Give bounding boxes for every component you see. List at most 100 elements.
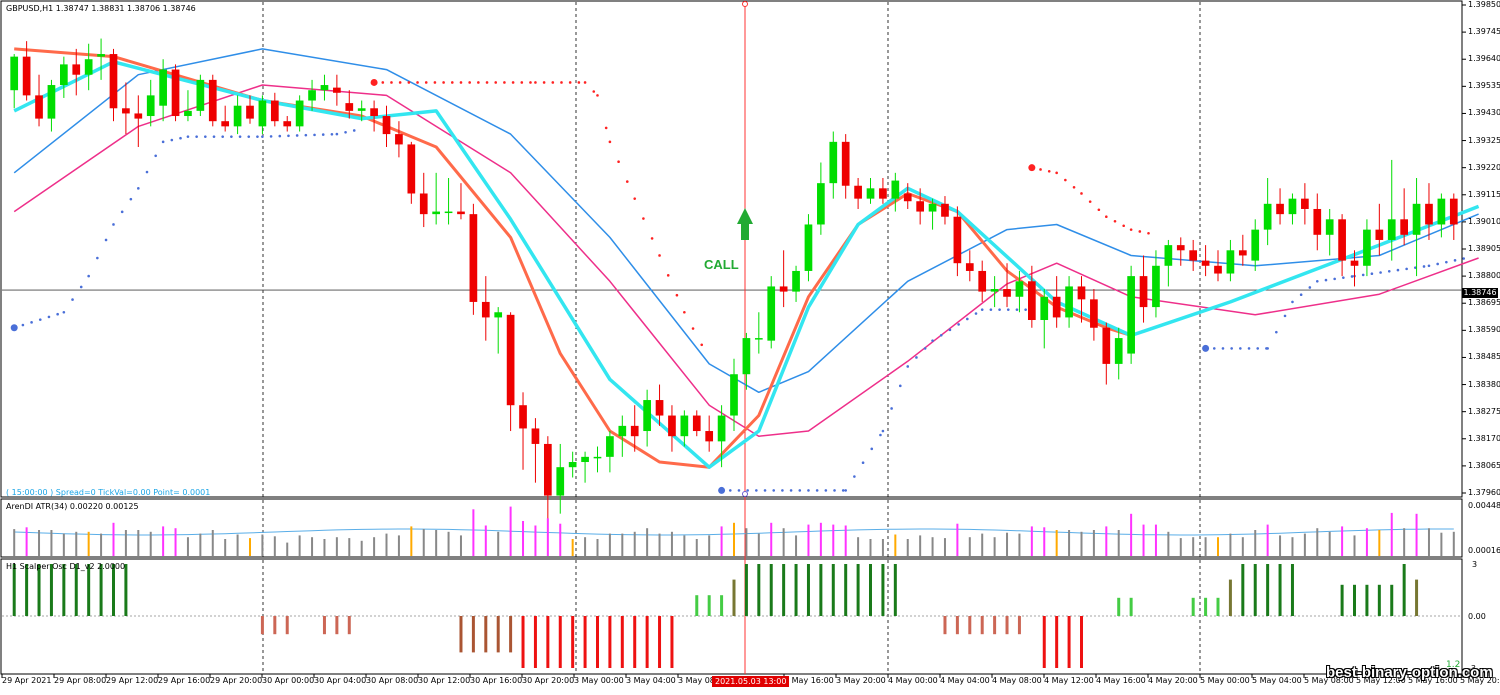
sar-blue-dot bbox=[129, 197, 133, 201]
candle-body bbox=[1226, 250, 1235, 274]
sar-blue-dot bbox=[881, 429, 885, 433]
atr-level-low: 0.00016 bbox=[1468, 546, 1500, 555]
candle-body bbox=[1375, 229, 1384, 240]
chart-header: GBPUSD,H1 1.38747 1.38831 1.38706 1.3874… bbox=[6, 4, 196, 13]
candle-body bbox=[72, 64, 81, 75]
sar-blue-dot bbox=[789, 489, 793, 492]
sar-red-dot bbox=[1064, 178, 1067, 182]
candle-body bbox=[692, 415, 701, 432]
sar-red-dot bbox=[433, 81, 437, 84]
x-tick-label: 4 May 00:00 bbox=[888, 676, 938, 685]
candle-body bbox=[159, 69, 167, 106]
x-tick-label: 30 Apr 20:00 bbox=[522, 676, 575, 685]
sar-red-dot bbox=[529, 81, 532, 84]
candle-body bbox=[357, 108, 366, 111]
sar-blue-dot bbox=[62, 310, 66, 314]
sar-blue-dot bbox=[112, 223, 115, 226]
candle-body bbox=[333, 87, 341, 93]
sar-blue-dot bbox=[989, 308, 993, 311]
candle-body bbox=[556, 467, 565, 496]
y-tick-label: 1.38800 bbox=[1468, 271, 1500, 281]
sar-red-dot bbox=[424, 81, 428, 84]
sar-red-dot bbox=[642, 217, 645, 220]
sar-blue-dot bbox=[230, 135, 233, 138]
sar-blue-dot bbox=[321, 133, 325, 136]
x-tick-label: 30 Apr 00:00 bbox=[262, 676, 315, 685]
candle-body bbox=[829, 141, 838, 184]
current-price-tag: 1.38746 bbox=[1462, 288, 1498, 298]
sar-red-dot bbox=[666, 274, 670, 277]
candle-body bbox=[1127, 276, 1135, 354]
candle-body bbox=[97, 54, 105, 57]
call-arrow-icon bbox=[737, 208, 753, 240]
candle-body bbox=[1040, 296, 1049, 321]
candle-body bbox=[1065, 286, 1073, 318]
sar-blue-dot bbox=[21, 323, 25, 327]
sar-blue-dot bbox=[980, 308, 984, 311]
sar-blue-dot bbox=[47, 315, 51, 319]
sar-blue-dot-start bbox=[718, 486, 726, 494]
sar-blue-dot bbox=[861, 461, 865, 465]
sar-blue-dot bbox=[1422, 265, 1426, 268]
y-tick-label: 1.38695 bbox=[1468, 298, 1500, 308]
candle-body bbox=[345, 103, 354, 111]
candle-body bbox=[506, 314, 515, 406]
sar-red-dot bbox=[442, 81, 445, 84]
sar-blue-dot bbox=[1453, 259, 1457, 262]
sar-blue-dot bbox=[161, 140, 165, 144]
sar-blue-dot bbox=[87, 274, 90, 278]
sar-blue-dot bbox=[1308, 286, 1312, 289]
sar-blue-dot bbox=[1324, 278, 1328, 282]
sar-red-dot bbox=[485, 81, 489, 84]
sar-red-dot bbox=[534, 81, 537, 84]
candle-body bbox=[1114, 338, 1123, 364]
sar-blue-dot bbox=[853, 475, 856, 478]
sar-red-dot bbox=[625, 180, 629, 183]
candle-body bbox=[1387, 219, 1396, 240]
sar-red-dot bbox=[1097, 208, 1101, 212]
signal-bottom-marker bbox=[742, 491, 748, 497]
candle-body bbox=[395, 134, 403, 145]
candle-body bbox=[1313, 208, 1322, 235]
sar-blue-dot bbox=[79, 285, 83, 289]
sar-blue-dot bbox=[923, 347, 927, 350]
candle-body bbox=[258, 100, 267, 127]
sar-red-dot bbox=[1105, 215, 1108, 219]
sar-blue-dot bbox=[1221, 347, 1225, 350]
candle-body bbox=[1027, 281, 1036, 321]
x-tick-label: 3 May 08:00 bbox=[678, 676, 728, 685]
sar-blue-dot bbox=[287, 134, 290, 138]
candle-body bbox=[146, 95, 155, 117]
sar-blue-dot bbox=[974, 312, 978, 315]
sar-blue-dot bbox=[104, 238, 108, 242]
candle-body bbox=[171, 69, 180, 117]
candle-body bbox=[568, 462, 577, 468]
sar-blue-dot bbox=[870, 447, 874, 451]
sar-red-dot bbox=[459, 81, 463, 84]
candle-body bbox=[941, 203, 949, 217]
candle-body bbox=[1400, 219, 1409, 235]
x-tick-label: 4 May 20:00 bbox=[1148, 676, 1198, 685]
sar-blue-dot bbox=[261, 135, 264, 138]
x-tick-label: 5 May 04:00 bbox=[1252, 676, 1302, 685]
candle-body bbox=[1276, 203, 1284, 215]
candle-body bbox=[370, 108, 378, 117]
sar-blue-dot bbox=[330, 132, 334, 136]
sar-blue-dot bbox=[247, 135, 251, 138]
candle-body bbox=[122, 108, 130, 114]
candle-body bbox=[320, 85, 329, 91]
sar-blue-dot bbox=[145, 170, 149, 174]
candle-body bbox=[1437, 198, 1446, 225]
candle-body bbox=[270, 100, 279, 122]
sar-blue-dot bbox=[1015, 308, 1019, 311]
candle-body bbox=[965, 263, 974, 271]
candle-body bbox=[382, 116, 391, 135]
x-tick-label: 29 Apr 20:00 bbox=[210, 676, 263, 685]
x-tick-label: 5 May 08:00 bbox=[1304, 676, 1354, 685]
candle-body bbox=[730, 374, 738, 416]
sar-blue-dot bbox=[221, 135, 224, 138]
candle-body bbox=[593, 456, 602, 459]
candle-body bbox=[891, 180, 900, 199]
